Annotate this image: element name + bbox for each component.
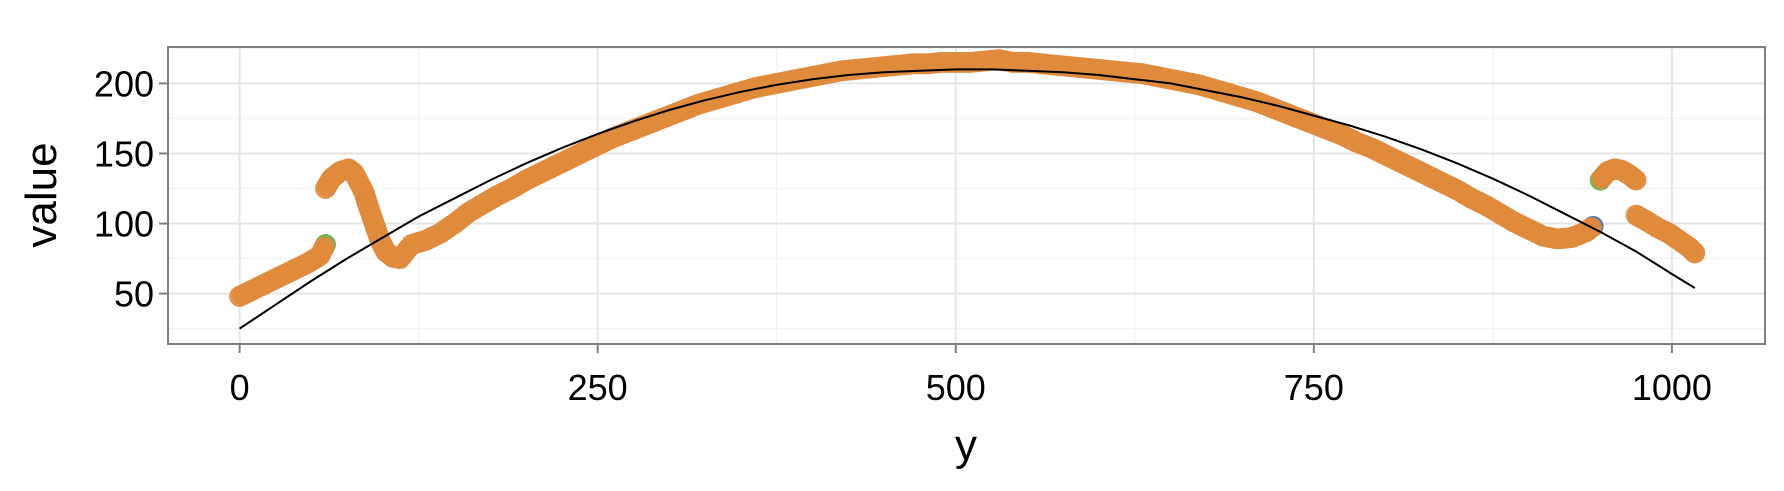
x-tick-label: 500: [926, 367, 986, 408]
panel-background: [168, 47, 1765, 344]
fit-curve-line: [239, 68, 1696, 330]
grid-lines: [168, 47, 1765, 344]
y-tick-label: 50: [114, 274, 154, 315]
y-tick-label: 150: [94, 133, 154, 174]
panel-border: [167, 46, 1766, 345]
data-point: [1623, 168, 1645, 190]
x-tick-label: 0: [230, 367, 250, 408]
y-tick-label: 100: [94, 204, 154, 245]
y-axis: 50 100 150 200: [94, 63, 168, 315]
x-axis: 0 250 500 750 1000: [230, 344, 1712, 408]
x-axis-title: y: [955, 421, 977, 470]
y-axis-title: value: [17, 142, 66, 247]
y-tick-label: 200: [94, 63, 154, 104]
x-tick-label: 750: [1284, 367, 1344, 408]
data-point: [313, 236, 335, 258]
data-point: [1682, 241, 1704, 263]
x-tick-label: 1000: [1632, 367, 1712, 408]
x-tick-label: 250: [568, 367, 628, 408]
